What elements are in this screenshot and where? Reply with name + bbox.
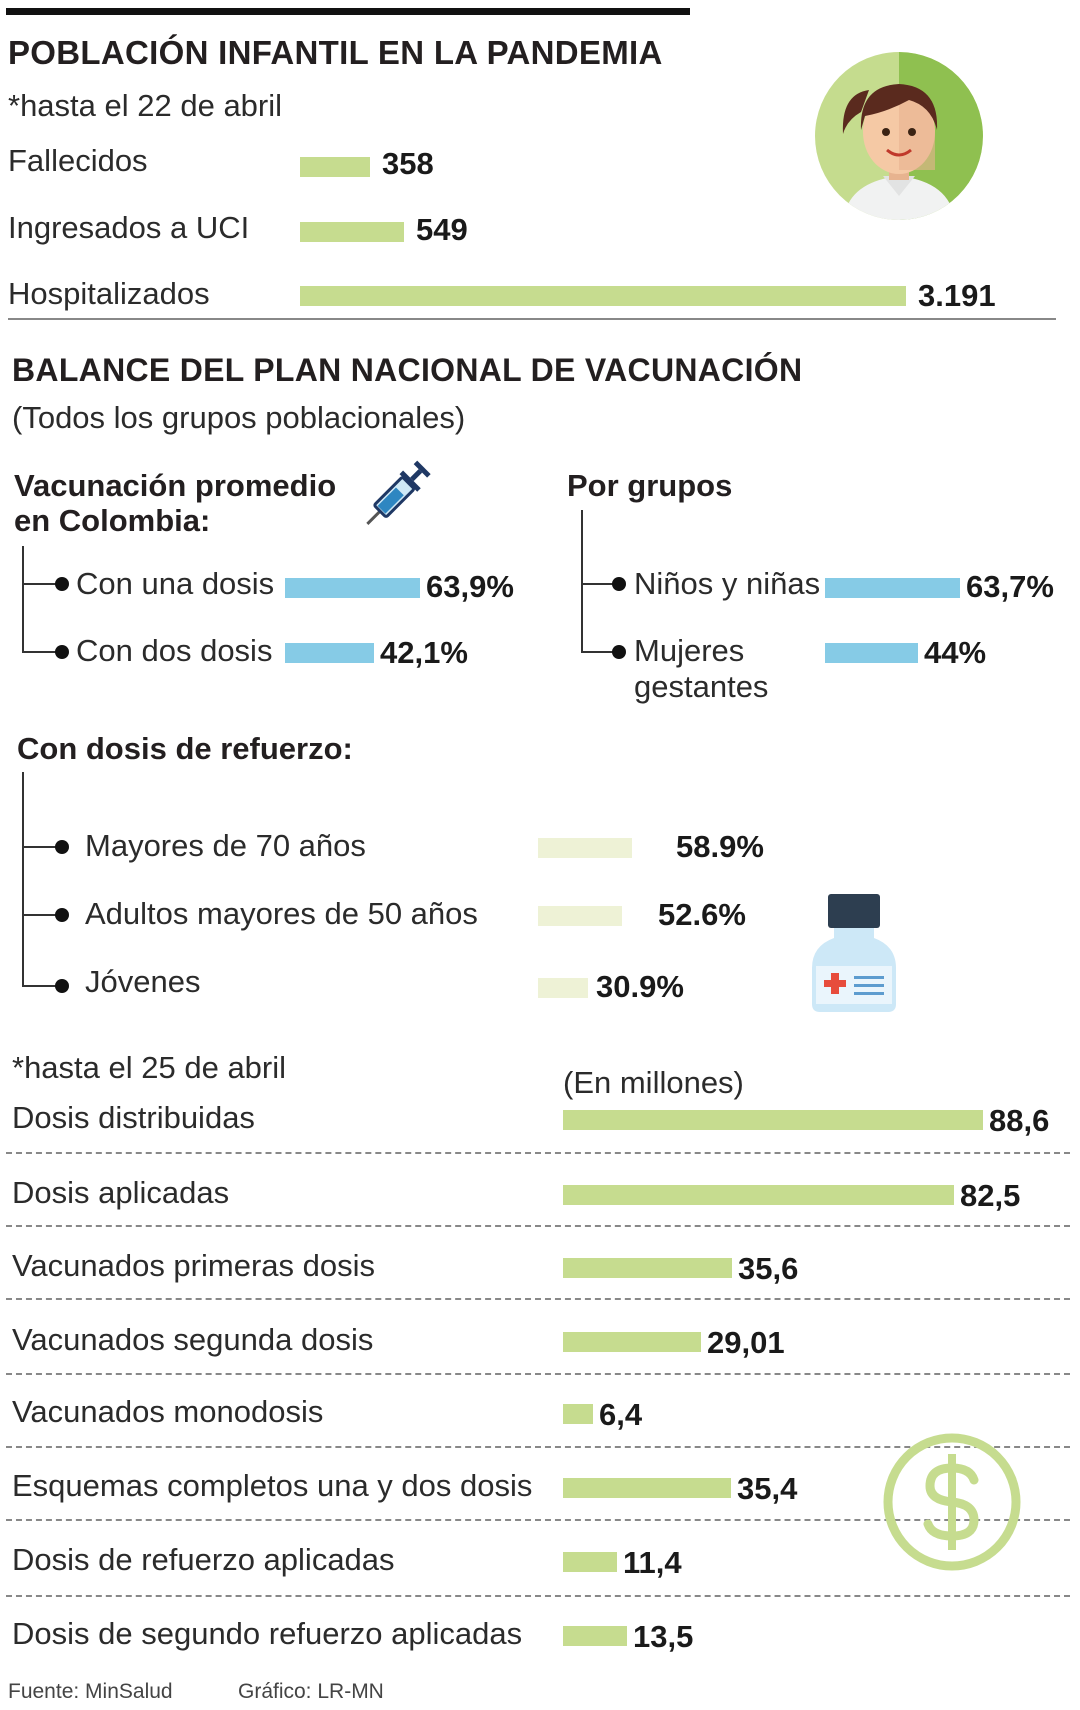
doses-value-1: 82,5 (960, 1178, 1021, 1213)
groups-label-1a: Mujeres (634, 633, 745, 668)
infant-bar-1 (300, 222, 404, 242)
booster-value-2: 30.9% (596, 969, 684, 1004)
avg-bracket (22, 546, 24, 653)
groups-dot-1 (612, 645, 626, 659)
source-note: Fuente: MinSalud (8, 1680, 173, 1703)
booster-label-0: Mayores de 70 años (85, 828, 366, 863)
doses-label-2: Vacunados primeras dosis (12, 1248, 375, 1283)
doses-value-4: 6,4 (599, 1397, 643, 1432)
doses-divider-3 (6, 1373, 1070, 1375)
booster-dot-1 (55, 908, 69, 922)
avg-tick-1 (22, 651, 62, 653)
infant-label-0: Fallecidos (8, 143, 148, 178)
top-rule (6, 8, 690, 15)
booster-dot-2 (55, 979, 69, 993)
booster-title: Con dosis de refuerzo: (17, 731, 353, 766)
credit-note: Gráfico: LR-MN (238, 1680, 384, 1703)
groups-title: Por grupos (567, 468, 733, 503)
doses-bar-2 (563, 1258, 732, 1278)
groups-dot-0 (612, 577, 626, 591)
groups-label-1b: gestantes (634, 669, 769, 704)
groups-tick-0 (581, 583, 621, 585)
doses-bar-1 (563, 1185, 954, 1205)
doses-label-0: Dosis distribuidas (12, 1100, 255, 1135)
booster-bar-1 (538, 906, 622, 926)
avg-value-0: 63,9% (426, 569, 514, 604)
booster-bracket (22, 772, 24, 987)
avg-tick-0 (22, 583, 62, 585)
doses-value-5: 35,4 (737, 1471, 798, 1506)
doses-bar-0 (563, 1110, 983, 1130)
groups-bar-0 (825, 578, 960, 598)
balance-subtitle: (Todos los grupos poblacionales) (12, 400, 466, 435)
doses-label-5: Esquemas completos una y dos dosis (12, 1468, 533, 1503)
groups-label-0: Niños y niñas (634, 566, 821, 601)
doses-divider-2 (6, 1298, 1070, 1300)
doses-bar-4 (563, 1404, 593, 1424)
doses-value-0: 88,6 (989, 1103, 1050, 1138)
doses-value-2: 35,6 (738, 1251, 799, 1286)
doses-label-1: Dosis aplicadas (12, 1175, 230, 1210)
booster-bar-2 (538, 978, 588, 998)
booster-tick-0 (22, 846, 62, 848)
avg-dot-0 (55, 577, 69, 591)
booster-value-1: 52.6% (658, 897, 746, 932)
doses-label-7: Dosis de segundo refuerzo aplicadas (12, 1616, 523, 1651)
groups-bracket (581, 510, 583, 653)
infant-label-2: Hospitalizados (8, 276, 210, 311)
booster-bar-0 (538, 838, 632, 858)
groups-value-1: 44% (924, 635, 987, 670)
infant-value-0: 358 (382, 146, 434, 181)
avg-title-line1: Vacunación promedio (14, 468, 337, 503)
booster-label-1: Adultos mayores de 50 años (85, 896, 478, 931)
doses-label-3: Vacunados segunda dosis (12, 1322, 374, 1357)
groups-value-0: 63,7% (966, 569, 1054, 604)
booster-tick-2 (22, 985, 62, 987)
section-divider (8, 318, 1056, 320)
doses-unit: (En millones) (563, 1065, 744, 1100)
infant-label-1: Ingresados a UCI (8, 210, 250, 245)
avg-bar-0 (285, 578, 420, 598)
doses-divider-4 (6, 1446, 1070, 1448)
avg-bar-1 (285, 643, 374, 663)
doses-bar-5 (563, 1478, 731, 1498)
avg-label-1: Con dos dosis (76, 633, 273, 668)
infant-bar-0 (300, 157, 370, 177)
medicine-bottle-icon (812, 894, 896, 1012)
groups-tick-1 (581, 651, 621, 653)
date-note-2: *hasta el 25 de abril (12, 1050, 287, 1085)
doses-value-7: 13,5 (633, 1619, 694, 1654)
doses-bar-6 (563, 1552, 617, 1572)
groups-bar-1 (825, 643, 918, 663)
doses-bar-7 (563, 1626, 627, 1646)
doses-divider-5 (6, 1519, 1070, 1521)
balance-title: BALANCE DEL PLAN NACIONAL DE VACUNACIÓN (12, 352, 803, 388)
doses-label-4: Vacunados monodosis (12, 1394, 324, 1429)
dollar-coin-icon (883, 1433, 1021, 1571)
avg-title-line2: en Colombia: (14, 503, 211, 538)
doses-value-6: 11,4 (623, 1545, 682, 1580)
doses-label-6: Dosis de refuerzo aplicadas (12, 1542, 395, 1577)
booster-label-2: Jóvenes (85, 964, 201, 999)
child-avatar-icon (815, 52, 983, 220)
infant-value-2: 3.191 (918, 278, 996, 313)
syringe-icon (366, 460, 431, 525)
booster-value-0: 58.9% (676, 829, 764, 864)
avg-label-0: Con una dosis (76, 566, 275, 601)
doses-value-3: 29,01 (707, 1325, 785, 1360)
page-title: POBLACIÓN INFANTIL EN LA PANDEMIA (8, 34, 663, 71)
avg-dot-1 (55, 645, 69, 659)
date-note-1: *hasta el 22 de abril (8, 88, 283, 123)
doses-divider-1 (6, 1225, 1070, 1227)
avg-value-1: 42,1% (380, 635, 468, 670)
doses-divider-0 (6, 1152, 1070, 1154)
booster-dot-0 (55, 840, 69, 854)
doses-divider-6 (6, 1595, 1070, 1597)
booster-tick-1 (22, 914, 62, 916)
infant-bar-2 (300, 286, 906, 306)
doses-bar-3 (563, 1332, 701, 1352)
infant-value-1: 549 (416, 212, 468, 247)
